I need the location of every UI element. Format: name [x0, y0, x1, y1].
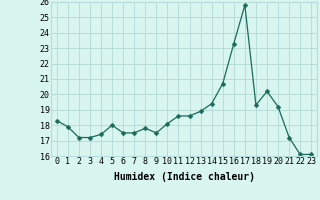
X-axis label: Humidex (Indice chaleur): Humidex (Indice chaleur) [114, 172, 254, 182]
